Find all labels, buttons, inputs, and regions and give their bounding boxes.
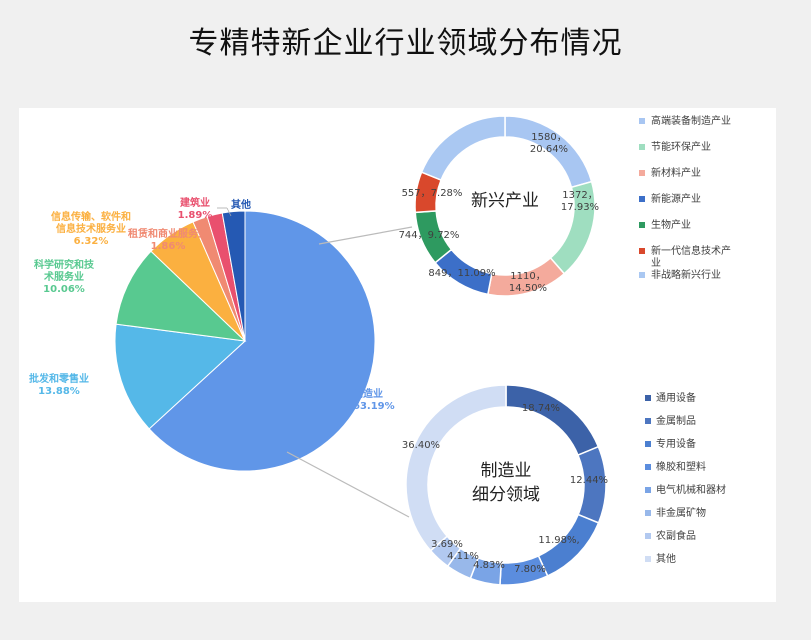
legend-label: 农副食品 <box>656 529 696 542</box>
legend-label: 专用设备 <box>656 437 696 450</box>
legend-swatch <box>639 272 645 278</box>
connector-line <box>318 226 413 245</box>
donut-data-label: 849，11.09% <box>428 268 495 279</box>
donut-data-label: 744，9.72% <box>399 230 460 241</box>
legend-label: 非金属矿物 <box>656 506 706 519</box>
legend-swatch <box>639 222 645 228</box>
donut-data-label: 4.11% <box>447 551 479 562</box>
legend-label: 金属制品 <box>656 414 696 427</box>
page-title: 专精特新企业行业领域分布情况 <box>188 26 623 61</box>
legend-label: 其他 <box>656 552 676 565</box>
donut-center-label: 制造业 <box>481 461 532 481</box>
legend-swatch <box>645 418 651 424</box>
manufacturing-donut: 18.74% 12.44% 11.98%, 7.80% 4.83%4.11%3.69% 3… <box>402 384 608 586</box>
pie-data-label: 信息传输、软件和信息技术服务业 6.32% <box>51 210 131 247</box>
legend-swatch <box>645 441 651 447</box>
chart-canvas: 制造业 63.19% 批发和零售业 13.88% 科学研究和技术服务业 10.06% 信息传… <box>29 114 731 586</box>
legend-label: 高端装备制造产业 <box>651 114 731 127</box>
donut-data-label: 36.40% <box>402 440 440 451</box>
legend-swatch <box>639 144 645 150</box>
donut-data-label: 1372， 17.93% <box>561 190 599 213</box>
legend-label: 节能环保产业 <box>651 140 711 153</box>
pie-slice <box>114 323 247 430</box>
donut-data-label: 12.44% <box>570 475 608 486</box>
donut-segment <box>405 384 507 552</box>
pie-data-label: 其他 <box>231 198 251 211</box>
legend-swatch <box>645 533 651 539</box>
donut-data-label: 4.83% <box>473 560 505 571</box>
pie-data-label: 制造业 63.19% <box>353 387 395 412</box>
legend-swatch <box>645 464 651 470</box>
legend-label: 通用设备 <box>656 391 696 404</box>
chart-panel: 制造业 63.19% 批发和零售业 13.88% 科学研究和技术服务业 10.06% 信息传… <box>19 108 776 602</box>
legend-swatch <box>645 556 651 562</box>
donut-segment <box>420 115 506 182</box>
donut-data-label: 1580， 20.64% <box>530 132 568 155</box>
legend-label: 电气机械和器材 <box>656 483 726 496</box>
donut-center-label: 细分领域 <box>472 485 540 505</box>
pie-data-label: 批发和零售业 13.88% <box>29 372 89 397</box>
legend-swatch <box>645 487 651 493</box>
pie-data-label: 科学研究和技术服务业 10.06% <box>34 258 95 295</box>
legend-swatch <box>639 118 645 124</box>
pie-data-label: 租赁和商业服务业 1.86% <box>128 227 208 252</box>
legend-swatch <box>645 395 651 401</box>
connector-lines <box>286 226 413 518</box>
connector-line <box>286 451 410 518</box>
donut-data-label: 557，7.28% <box>402 188 463 199</box>
donut-center-label: 新兴产业 <box>471 191 539 211</box>
donut-data-label: 7.80% <box>514 564 546 575</box>
legend-label: 新材料产业 <box>651 166 701 179</box>
main-pie: 制造业 63.19% 批发和零售业 13.88% 科学研究和技术服务业 10.06% 信息传… <box>29 196 395 472</box>
emerging-industry-donut: 1580， 20.64% 1372， 17.93% 1110， 14.50% 849，11.… <box>399 115 599 297</box>
legend-swatch <box>639 248 645 254</box>
donut-data-label: 11.98%, <box>538 535 579 546</box>
legend-label: 新能源产业 <box>651 192 701 205</box>
legend-swatch <box>639 170 645 176</box>
legend-swatch <box>639 196 645 202</box>
legend-label: 橡胶和塑料 <box>656 460 706 473</box>
legend-label: 生物产业 <box>651 218 691 231</box>
pie-data-label: 建筑业 1.89% <box>178 196 213 221</box>
pie-slice <box>115 250 247 342</box>
pie-slice <box>148 210 376 472</box>
pie-slice <box>221 210 246 342</box>
leader-line <box>226 207 232 217</box>
donut-data-label: 1110， 14.50% <box>509 271 547 294</box>
donut-segment <box>505 384 600 457</box>
legend-label: 非战略新兴行业 <box>651 268 721 281</box>
legend-label: 新一代信息技术产业 <box>651 244 731 269</box>
emerging-industry-legend: 高端装备制造产业节能环保产业新材料产业新能源产业生物产业新一代信息技术产业非战略… <box>639 114 731 281</box>
donut-data-label: 3.69% <box>431 539 463 550</box>
legend-swatch <box>645 510 651 516</box>
donut-data-label: 18.74% <box>522 403 560 414</box>
